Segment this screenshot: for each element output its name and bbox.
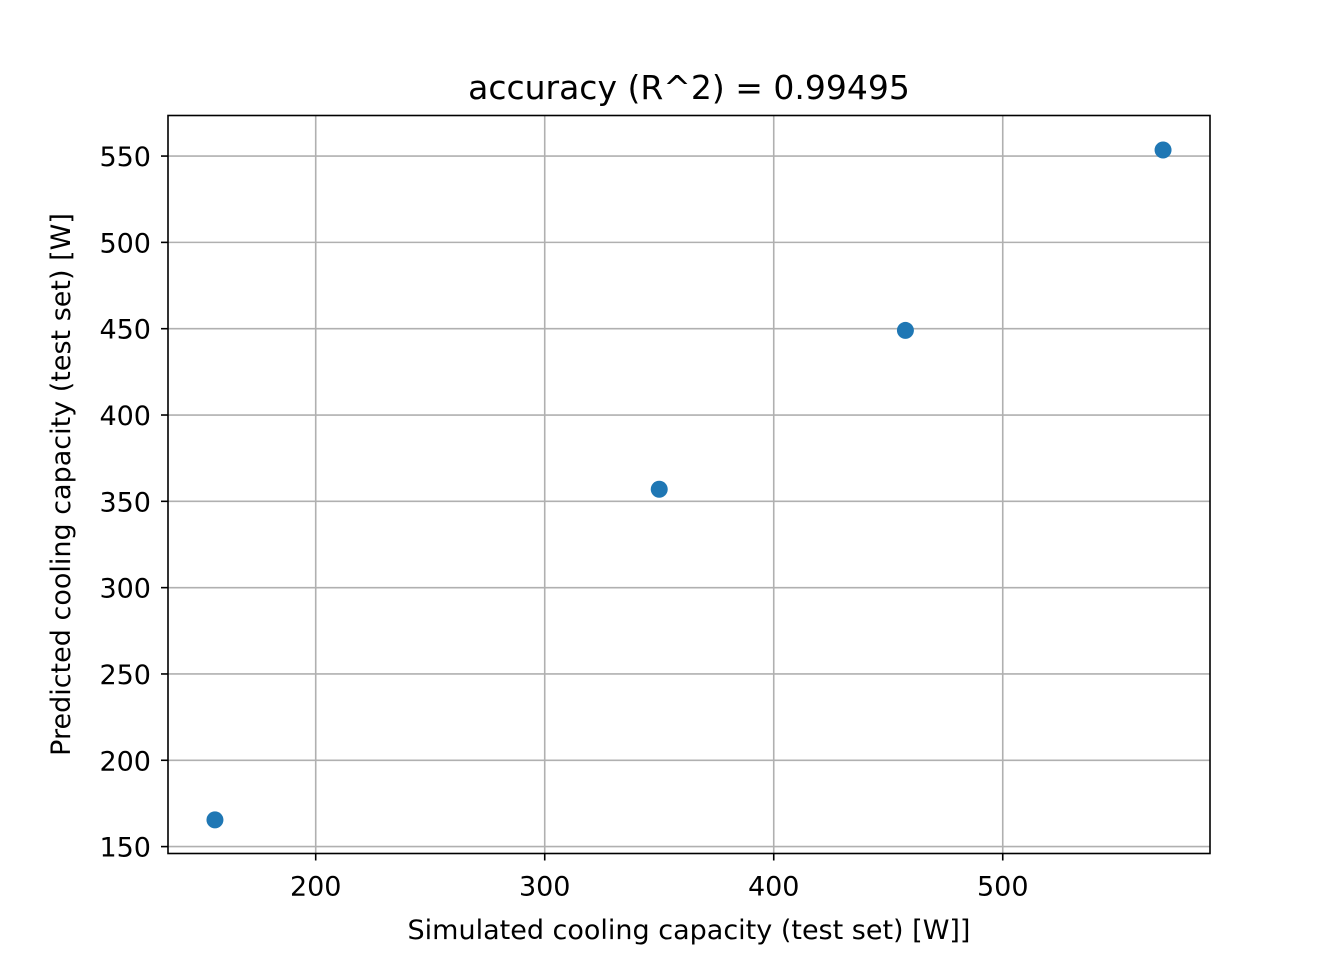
y-tick-label: 300 xyxy=(99,574,151,605)
data-points xyxy=(206,141,1172,829)
y-tick-label: 550 xyxy=(99,142,151,173)
data-point xyxy=(1154,141,1172,159)
data-point xyxy=(650,480,668,498)
data-point xyxy=(206,811,224,829)
plot-frame xyxy=(167,114,1211,855)
x-axis-title: Simulated cooling capacity (test set) [W… xyxy=(408,915,971,946)
data-point xyxy=(896,321,914,339)
axis-ticks: 200 300 400 500 150 200 250 300 350 400 450 500 550 xyxy=(99,142,1028,902)
y-axis-title: Predicted cooling capacity (test set) [W… xyxy=(46,213,77,756)
x-tick-label: 500 xyxy=(977,872,1029,903)
y-tick-label: 200 xyxy=(99,746,151,777)
y-tick-label: 250 xyxy=(99,660,151,691)
y-tick-label: 400 xyxy=(99,401,151,432)
x-tick-label: 400 xyxy=(748,872,800,903)
y-tick-label: 150 xyxy=(99,833,151,864)
y-tick-label: 450 xyxy=(99,315,151,346)
y-tick-label: 350 xyxy=(99,487,151,518)
chart-title: accuracy (R^2) = 0.99495 xyxy=(468,68,910,107)
x-tick-label: 300 xyxy=(519,872,571,903)
y-tick-label: 500 xyxy=(99,228,151,259)
x-tick-label: 200 xyxy=(290,872,342,903)
grid-lines xyxy=(168,115,1210,854)
